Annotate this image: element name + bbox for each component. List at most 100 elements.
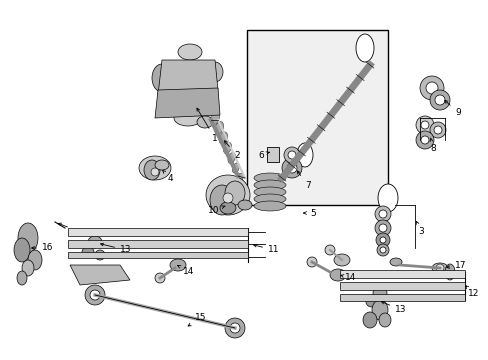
Text: 6: 6	[258, 150, 269, 159]
Circle shape	[325, 245, 334, 255]
Ellipse shape	[22, 260, 34, 276]
Circle shape	[376, 244, 388, 256]
Text: 13: 13	[101, 243, 131, 255]
Ellipse shape	[389, 258, 401, 266]
Bar	[68, 228, 247, 236]
Circle shape	[155, 273, 164, 283]
Ellipse shape	[238, 200, 251, 210]
Circle shape	[378, 210, 386, 218]
Ellipse shape	[329, 269, 346, 281]
Ellipse shape	[296, 143, 312, 167]
Ellipse shape	[17, 271, 27, 285]
Text: 3: 3	[415, 221, 423, 237]
Text: 16: 16	[32, 243, 53, 252]
Text: 11: 11	[253, 244, 279, 255]
Text: 12: 12	[465, 286, 478, 298]
Ellipse shape	[224, 181, 244, 205]
Bar	[266, 147, 279, 162]
Ellipse shape	[378, 313, 390, 327]
Text: 1: 1	[197, 108, 217, 143]
Ellipse shape	[210, 111, 219, 125]
Ellipse shape	[139, 156, 171, 180]
Ellipse shape	[170, 259, 185, 271]
Ellipse shape	[355, 34, 373, 62]
Circle shape	[433, 126, 441, 134]
Bar	[339, 294, 464, 301]
Ellipse shape	[28, 250, 42, 270]
Circle shape	[429, 90, 449, 110]
Ellipse shape	[178, 44, 202, 60]
Circle shape	[435, 264, 443, 272]
Circle shape	[415, 116, 433, 134]
Circle shape	[378, 224, 386, 232]
Ellipse shape	[372, 287, 386, 299]
Circle shape	[229, 323, 240, 333]
Ellipse shape	[143, 160, 160, 180]
Ellipse shape	[214, 122, 223, 134]
Ellipse shape	[227, 153, 235, 163]
Ellipse shape	[163, 97, 176, 113]
Circle shape	[223, 193, 232, 203]
Ellipse shape	[362, 312, 376, 328]
Text: 4: 4	[163, 171, 173, 183]
Ellipse shape	[205, 175, 249, 215]
Text: 2: 2	[224, 141, 239, 159]
Circle shape	[379, 247, 385, 253]
Ellipse shape	[431, 263, 447, 273]
Circle shape	[425, 82, 437, 94]
Ellipse shape	[14, 238, 30, 262]
Circle shape	[287, 151, 295, 159]
Circle shape	[85, 285, 105, 305]
Ellipse shape	[444, 264, 454, 280]
Bar	[339, 270, 464, 278]
Polygon shape	[158, 60, 218, 95]
Ellipse shape	[371, 300, 387, 320]
Text: 9: 9	[444, 100, 460, 117]
Text: 14: 14	[177, 265, 194, 276]
Ellipse shape	[253, 187, 285, 197]
Ellipse shape	[333, 254, 349, 266]
Circle shape	[284, 147, 299, 163]
Ellipse shape	[253, 180, 285, 190]
Circle shape	[374, 206, 390, 222]
Polygon shape	[155, 88, 220, 118]
Ellipse shape	[253, 194, 285, 204]
Ellipse shape	[236, 173, 243, 183]
Circle shape	[379, 237, 385, 243]
Ellipse shape	[206, 62, 223, 82]
Ellipse shape	[88, 236, 102, 248]
Circle shape	[420, 121, 428, 129]
Ellipse shape	[223, 142, 231, 154]
Ellipse shape	[152, 64, 172, 92]
Ellipse shape	[82, 247, 94, 257]
Ellipse shape	[209, 185, 234, 215]
Circle shape	[419, 76, 443, 100]
Ellipse shape	[253, 201, 285, 211]
Polygon shape	[70, 265, 130, 285]
Bar	[246, 30, 387, 205]
Bar	[68, 240, 247, 248]
Ellipse shape	[95, 250, 105, 260]
Text: 7: 7	[297, 171, 310, 189]
Ellipse shape	[232, 163, 239, 173]
Bar	[68, 252, 247, 258]
Bar	[339, 282, 464, 290]
Ellipse shape	[220, 202, 236, 214]
Ellipse shape	[155, 160, 169, 170]
Circle shape	[90, 290, 100, 300]
Circle shape	[434, 95, 444, 105]
Ellipse shape	[377, 184, 397, 212]
Circle shape	[286, 163, 296, 173]
Ellipse shape	[197, 116, 213, 128]
Ellipse shape	[174, 110, 202, 126]
Ellipse shape	[219, 132, 227, 144]
Circle shape	[282, 158, 302, 178]
Text: 17: 17	[446, 261, 466, 270]
Ellipse shape	[253, 173, 285, 183]
Circle shape	[224, 318, 244, 338]
Ellipse shape	[365, 297, 377, 307]
Circle shape	[151, 168, 159, 176]
Ellipse shape	[18, 223, 38, 253]
Circle shape	[375, 233, 389, 247]
Text: 8: 8	[429, 138, 435, 153]
